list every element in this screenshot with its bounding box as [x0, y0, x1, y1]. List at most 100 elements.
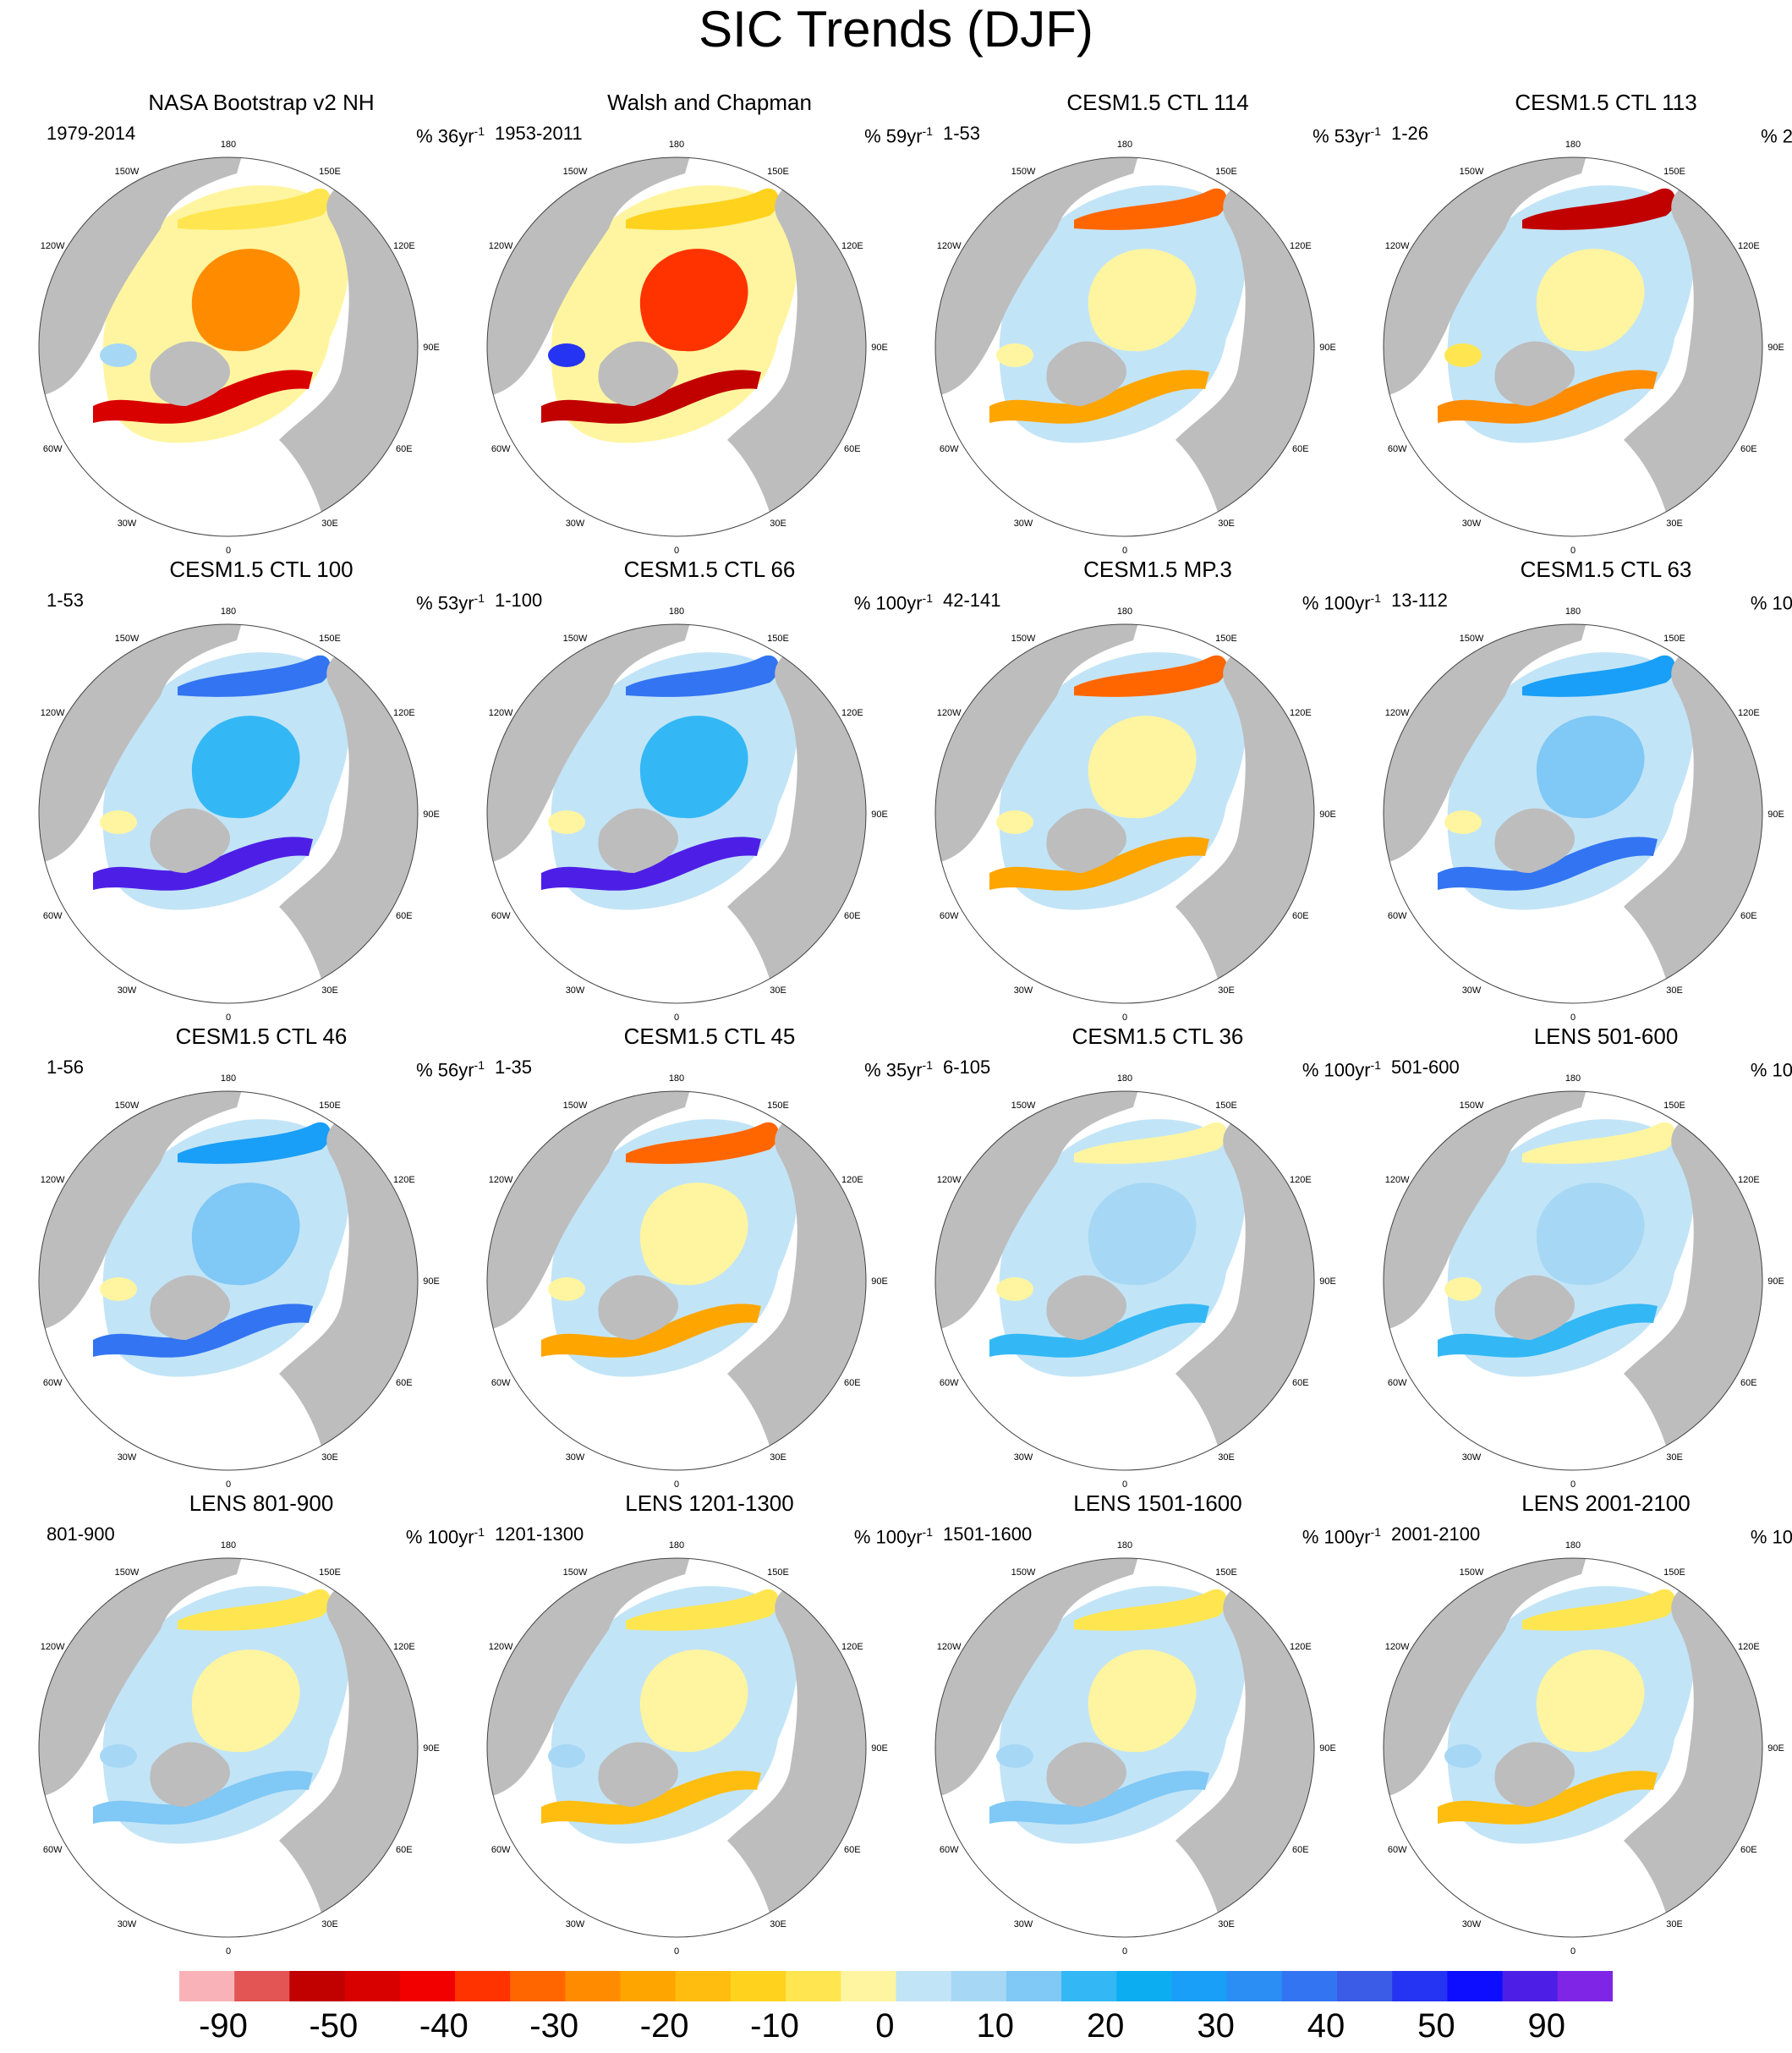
longitude-label: 0 — [674, 1479, 679, 1490]
panel-units-text: % 100yr — [1750, 1526, 1792, 1548]
longitude-label: 60W — [491, 1845, 511, 1855]
longitude-label: 180 — [669, 1073, 684, 1084]
panel-units: % 100yr-1 — [1751, 585, 1792, 616]
panel-units: % 59yr-1 — [864, 118, 933, 149]
panel-title: LENS 801-900 — [189, 1490, 334, 1516]
trend-field-central — [1088, 249, 1197, 352]
longitude-label: 150W — [115, 1567, 140, 1578]
longitude-label: 120W — [41, 1642, 65, 1652]
panel-units-exponent: -1 — [1370, 591, 1381, 605]
trend-field-patch — [1444, 1277, 1482, 1301]
polar-map: 180150E120E90E60E30E030W60W90W120W150W — [486, 1540, 888, 1957]
longitude-label: 120W — [1385, 708, 1410, 718]
trend-field-central — [1536, 716, 1645, 819]
panel-units-text: % 100yr — [853, 1526, 923, 1548]
polar-map: 180150E120E90E60E30E030W60W90W120W150W — [934, 140, 1336, 556]
longitude-label: 0 — [1570, 546, 1576, 556]
longitude-label: 30W — [118, 519, 137, 529]
map-panel: 180150E120E90E60E30E030W60W90W120W150WCE… — [934, 1022, 1381, 1496]
longitude-label: 90E — [423, 810, 440, 820]
panel-units-text: % 35yr — [864, 1059, 923, 1081]
trend-field-patch — [1444, 1744, 1482, 1768]
colorbar-swatch — [399, 1971, 456, 2001]
colorbar-label: 0 — [875, 2007, 895, 2045]
panel-units-text: % 100yr — [1750, 592, 1792, 614]
panel-units: % 100yr-1 — [1751, 1519, 1792, 1550]
colorbar-labels: -90 -50 -40 -30 -20 -10 0 10 20 30 40 50 90 — [0, 2005, 1792, 2053]
panel-period: 501-600 — [1391, 1057, 1460, 1078]
longitude-label: 30W — [1462, 985, 1482, 996]
panel-title: NASA Bootstrap v2 NH — [148, 90, 375, 115]
longitude-label: 120W — [937, 241, 962, 251]
trend-field-pacific — [1074, 1589, 1227, 1631]
colorbar-label: -50 — [309, 2007, 359, 2045]
colorbar-label: 20 — [1086, 2007, 1125, 2045]
greenland-landmass — [1046, 808, 1126, 873]
trend-field-patch — [548, 1744, 585, 1768]
panel-period: 42-141 — [943, 590, 1001, 611]
longitude-label: 30W — [1014, 519, 1033, 529]
longitude-label: 150W — [1460, 1567, 1484, 1578]
longitude-label: 180 — [669, 1540, 684, 1551]
panel-units-exponent: -1 — [1370, 1525, 1381, 1539]
colorbar-swatch — [1171, 1971, 1228, 2001]
trend-field-patch — [100, 343, 137, 367]
greenland-landmass — [598, 1275, 678, 1340]
polar-map: 180150E120E90E60E30E030W60W90W120W150W — [38, 607, 440, 1023]
trend-field-marginal — [541, 1304, 761, 1358]
trend-field-marginal — [1438, 1770, 1658, 1825]
map-content — [1384, 1091, 1762, 1470]
longitude-label: 180 — [1117, 1540, 1132, 1551]
longitude-label: 180 — [1117, 607, 1132, 617]
colorbar-swatch — [454, 1971, 511, 2001]
longitude-label: 60E — [396, 444, 413, 454]
longitude-label: 180 — [1565, 140, 1581, 150]
colorbar-label: 30 — [1197, 2007, 1235, 2045]
trend-field-pacific — [178, 188, 331, 230]
trend-field-marginal — [93, 1304, 313, 1358]
longitude-label: 120E — [393, 1175, 415, 1185]
longitude-label: 150E — [1215, 1567, 1237, 1578]
map-panel: 180150E120E90E60E30E030W60W90W120W150WLE… — [38, 1489, 485, 1962]
trend-field-pacific — [178, 1589, 331, 1631]
longitude-label: 60W — [491, 444, 511, 454]
panel-units-text: % 100yr — [1750, 1059, 1792, 1081]
colorbar-swatch — [951, 1971, 1007, 2001]
map-panel: 180150E120E90E60E30E030W60W90W120W150WNA… — [38, 88, 485, 562]
panel-units-text: % 36yr — [416, 125, 474, 147]
longitude-label: 150E — [1663, 1101, 1685, 1111]
greenland-landmass — [1494, 808, 1575, 873]
longitude-label: 60W — [43, 1845, 63, 1855]
trend-field-marginal — [93, 1770, 313, 1825]
longitude-label: 0 — [226, 1013, 231, 1023]
map-panel: 180150E120E90E60E30E030W60W90W120W150WCE… — [38, 555, 485, 1029]
panel-period: 1501-1600 — [943, 1523, 1033, 1545]
map-panel: 180150E120E90E60E30E030W60W90W120W150WLE… — [1383, 1022, 1792, 1496]
longitude-label: 150E — [767, 1101, 789, 1111]
longitude-label: 30E — [1666, 985, 1683, 996]
polar-map: 180150E120E90E60E30E030W60W90W120W150W — [934, 607, 1336, 1023]
longitude-label: 0 — [1570, 1946, 1576, 1957]
panel-title: LENS 2001-2100 — [1521, 1490, 1691, 1516]
longitude-label: 90E — [423, 1276, 440, 1287]
longitude-label: 120E — [841, 241, 863, 251]
longitude-label: 90E — [1319, 343, 1336, 353]
trend-field-patch — [100, 810, 137, 834]
colorbar-swatch — [1061, 1971, 1117, 2001]
trend-field-patch — [996, 1744, 1033, 1768]
map-panel: 180150E120E90E60E30E030W60W90W120W150WLE… — [934, 1489, 1381, 1962]
panel-title: CESM1.5 CTL 113 — [1515, 90, 1697, 115]
longitude-label: 60E — [396, 1378, 413, 1388]
trend-field-pacific — [626, 188, 779, 230]
trend-field-pacific — [178, 1122, 331, 1164]
longitude-label: 150E — [319, 1567, 341, 1578]
trend-field-marginal — [989, 1770, 1209, 1825]
longitude-label: 180 — [669, 140, 684, 150]
longitude-label: 30W — [1462, 1919, 1482, 1929]
polar-map: 180150E120E90E60E30E030W60W90W120W150W — [486, 140, 888, 556]
trend-field-pacific — [1522, 655, 1675, 697]
colorbar-swatch — [1502, 1971, 1559, 2001]
trend-field-marginal — [93, 370, 313, 424]
trend-field-central — [639, 716, 748, 819]
colorbar-swatch — [896, 1971, 952, 2001]
